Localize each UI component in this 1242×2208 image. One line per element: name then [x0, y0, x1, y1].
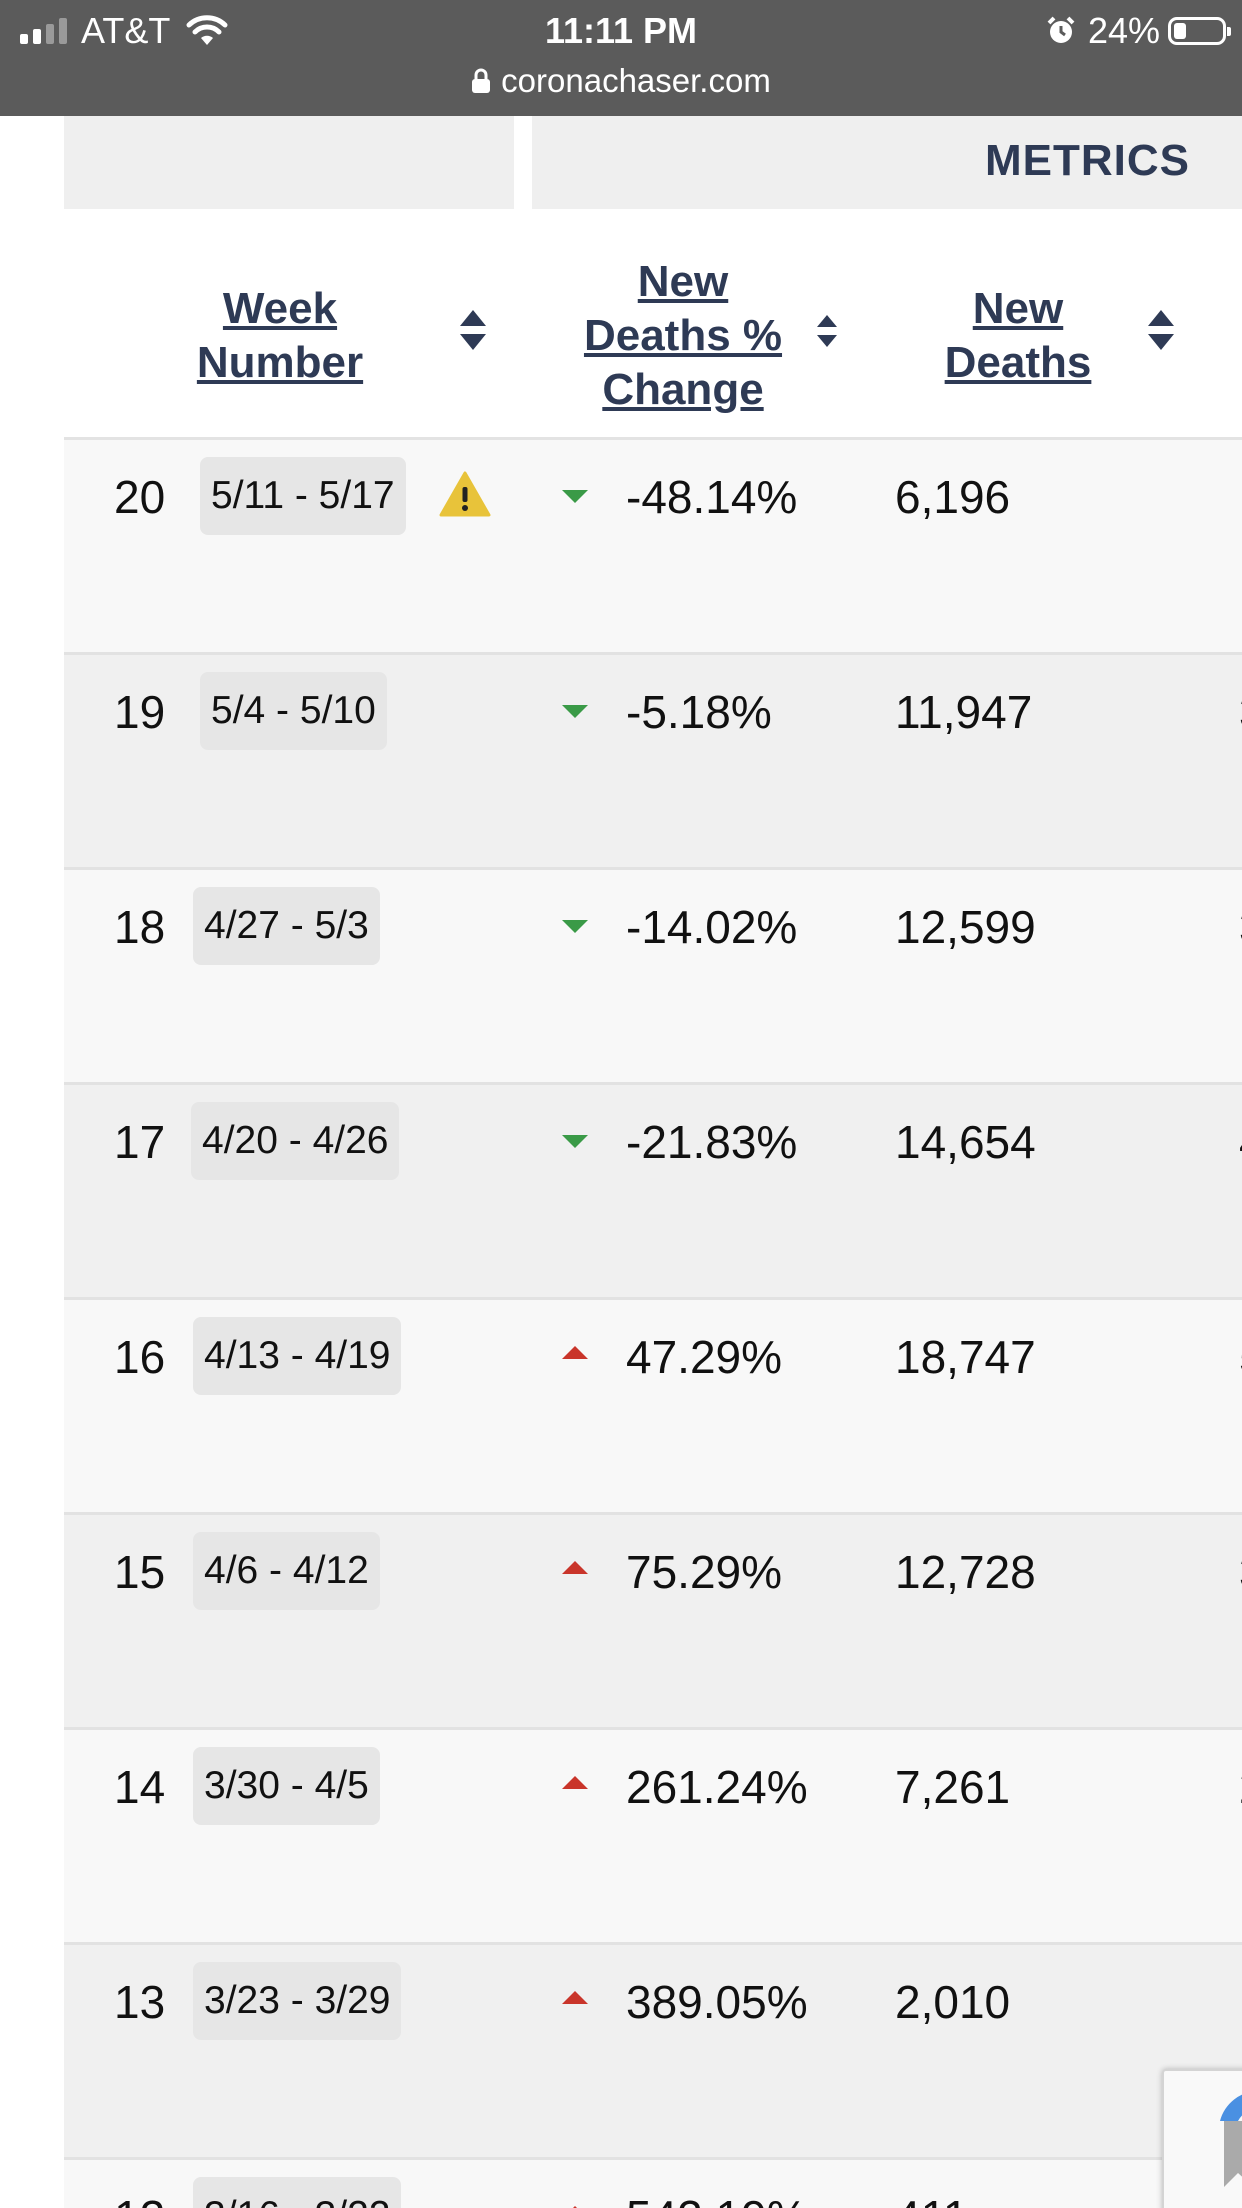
- column-header-week-number[interactable]: Week Number: [180, 246, 380, 426]
- date-range-badge: 3/16 - 3/22: [193, 2177, 402, 2208]
- sort-icon-new-deaths[interactable]: [1146, 308, 1176, 352]
- week-number-cell: 17: [114, 1116, 166, 1168]
- pct-change-cell: -21.83%: [626, 1116, 798, 1168]
- header-divider: [64, 437, 1242, 440]
- pct-change-cell: 47.29%: [626, 1331, 783, 1383]
- table-row: 14 3/30 - 4/5 261.24% 7,261 2: [64, 1730, 1242, 1945]
- column-header-week-label[interactable]: Week Number: [196, 284, 364, 387]
- trend-down-icon: [562, 490, 588, 503]
- pct-change-cell: -48.14%: [626, 471, 798, 523]
- status-left: AT&T: [20, 8, 228, 54]
- trend-down-icon: [562, 705, 588, 718]
- trend-up-icon: [562, 1346, 588, 1359]
- date-range-badge: 5/11 - 5/17: [200, 457, 406, 535]
- new-deaths-cell: 11,947: [895, 686, 1033, 738]
- week-number-cell: 14: [114, 1761, 166, 1813]
- week-number-cell: 20: [114, 471, 166, 523]
- new-deaths-cell: 411: [895, 2160, 968, 2208]
- group-header-blank: [64, 116, 514, 209]
- new-deaths-cell: 12,728: [895, 1546, 1036, 1598]
- week-number-cell: 18: [114, 901, 166, 953]
- recaptcha-icon: [1220, 2094, 1242, 2187]
- battery-icon: [1168, 17, 1231, 45]
- sort-icon-week[interactable]: [458, 308, 488, 352]
- url-text: coronachaser.com: [501, 62, 771, 99]
- date-range-badge: 5/4 - 5/10: [200, 672, 387, 750]
- battery-percent: 24%: [1087, 10, 1160, 51]
- new-deaths-cell: 12,599: [895, 901, 1036, 953]
- column-header-deaths-label[interactable]: New Deaths: [944, 284, 1092, 387]
- next-column-cell: 2: [1239, 1730, 1242, 1845]
- table-row: 13 3/23 - 3/29 389.05% 2,010: [64, 1945, 1242, 2160]
- date-range-badge: 4/20 - 4/26: [191, 1102, 400, 1180]
- table-row: 16 4/13 - 4/19 47.29% 18,747 5: [64, 1300, 1242, 1515]
- clock: 11:11 PM: [544, 10, 698, 51]
- page-content: METRICS Week Number New Deaths % Change …: [0, 116, 1242, 2208]
- table-row: 19 5/4 - 5/10 -5.18% 11,947 3: [64, 655, 1242, 870]
- new-deaths-cell: 14,654: [895, 1116, 1036, 1168]
- week-number-cell: 12: [114, 2160, 165, 2208]
- group-header-metrics: METRICS: [532, 116, 1242, 209]
- trend-up-icon: [562, 2206, 588, 2208]
- trend-up-icon: [562, 1561, 588, 1574]
- cellular-signal-icon: [20, 18, 67, 44]
- warning-icon[interactable]: [439, 470, 491, 518]
- trend-down-icon: [562, 1135, 588, 1148]
- table-row: 20 5/11 - 5/17 -48.14% 6,196 1: [64, 440, 1242, 655]
- week-number-cell: 19: [114, 686, 166, 738]
- date-range-badge: 4/27 - 5/3: [193, 887, 380, 965]
- table-row: 15 4/6 - 4/12 75.29% 12,728 3: [64, 1515, 1242, 1730]
- pct-change-cell: -5.18%: [626, 686, 772, 738]
- next-column-cell: 3: [1239, 870, 1242, 985]
- status-bar: AT&T 11:11 PM 24% coronachaser.com: [0, 0, 1242, 116]
- pct-change-cell: 389.05%: [626, 1976, 808, 2028]
- table-row: 17 4/20 - 4/26 -21.83% 14,654 4: [64, 1085, 1242, 1300]
- week-number-cell: 15: [114, 1546, 166, 1598]
- alarm-icon: [1047, 16, 1075, 43]
- new-deaths-cell: 7,261: [895, 1761, 1011, 1813]
- lock-icon: [472, 68, 491, 93]
- next-column-cell: 1: [1239, 440, 1242, 555]
- group-header-label: METRICS: [985, 136, 1190, 185]
- column-header-new-deaths[interactable]: New Deaths: [920, 246, 1116, 426]
- wifi-icon: [186, 15, 228, 45]
- next-column-cell: 4: [1239, 1085, 1242, 1200]
- trend-down-icon: [562, 920, 588, 933]
- week-number-cell: 13: [114, 1976, 166, 2028]
- date-range-badge: 4/6 - 4/12: [193, 1532, 380, 1610]
- new-deaths-cell: 6,196: [895, 471, 1011, 523]
- carrier-label: AT&T: [81, 10, 171, 51]
- pct-change-cell: 75.29%: [626, 1546, 783, 1598]
- address-bar[interactable]: coronachaser.com: [0, 58, 1242, 104]
- next-column-cell: 3: [1239, 655, 1242, 770]
- recaptcha-badge[interactable]: Priva: [1162, 2069, 1242, 2208]
- sort-icon-pct-change[interactable]: [815, 313, 839, 349]
- next-column-cell: 5: [1239, 1300, 1242, 1415]
- new-deaths-cell: 18,747: [895, 1331, 1036, 1383]
- column-header-pct-label[interactable]: New Deaths % Change: [583, 257, 783, 414]
- status-right: 24%: [1046, 8, 1231, 54]
- pct-change-cell: 542.19%: [626, 2160, 808, 2208]
- date-range-badge: 3/30 - 4/5: [193, 1747, 380, 1825]
- pct-change-cell: -14.02%: [626, 901, 798, 953]
- data-table-body: 20 5/11 - 5/17 -48.14% 6,196 1 19 5/4 - 5/10 -5…: [64, 440, 1242, 2208]
- date-range-badge: 4/13 - 4/19: [193, 1317, 402, 1395]
- date-range-badge: 3/23 - 3/29: [193, 1962, 402, 2040]
- table-row: 12 3/16 - 3/22 542.19% 411: [64, 2160, 1242, 2208]
- pct-change-cell: 261.24%: [626, 1761, 808, 1813]
- trend-up-icon: [562, 1776, 588, 1789]
- week-number-cell: 16: [114, 1331, 166, 1383]
- table-row: 18 4/27 - 5/3 -14.02% 12,599 3: [64, 870, 1242, 1085]
- column-header-new-deaths-pct-change[interactable]: New Deaths % Change: [570, 246, 796, 426]
- next-column-cell: 3: [1239, 1515, 1242, 1630]
- new-deaths-cell: 2,010: [895, 1976, 1011, 2028]
- trend-up-icon: [562, 1991, 588, 2004]
